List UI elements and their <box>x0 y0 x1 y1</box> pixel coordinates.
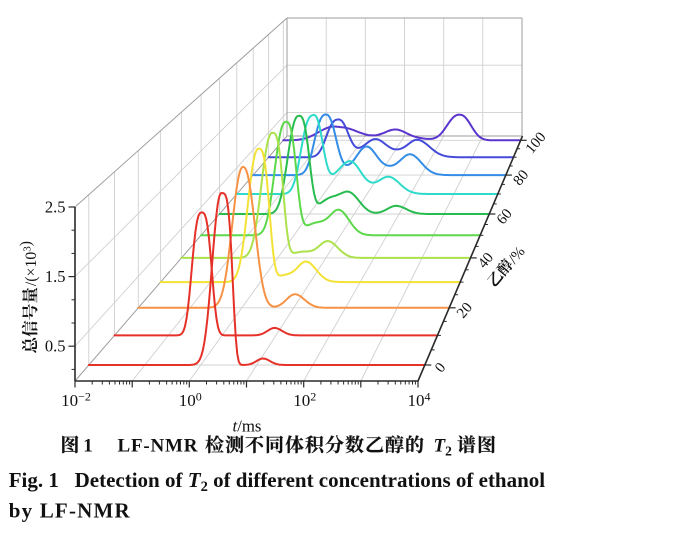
svg-text:1.5: 1.5 <box>45 267 66 286</box>
svg-text:0.5: 0.5 <box>45 337 66 356</box>
svg-text:Fig. 1 Detection of T2 of di: Fig. 1 Detection of T2 of different conc… <box>9 468 546 495</box>
svg-text:by LF-NMR: by LF-NMR <box>9 499 131 523</box>
svg-text:LF-NMR: LF-NMR <box>118 436 199 457</box>
svg-text:t/ms: t/ms <box>233 417 262 436</box>
svg-text:1: 1 <box>83 436 93 457</box>
svg-text:2.5: 2.5 <box>45 198 66 217</box>
svg-text:/(×103): /(×103) <box>18 241 41 286</box>
